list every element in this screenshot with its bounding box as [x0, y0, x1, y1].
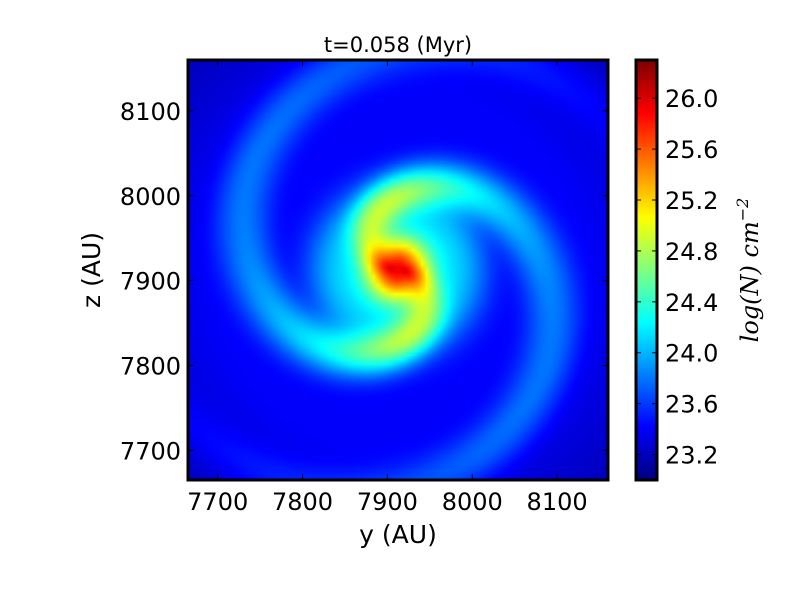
colorbar-tick-label: 25.6 — [665, 136, 718, 164]
y-tick-label: 7800 — [120, 352, 181, 380]
x-tick-label: 7900 — [357, 488, 418, 516]
x-tick-label: 8000 — [442, 488, 503, 516]
colorbar-label-text: log(N) cm — [736, 221, 764, 342]
colorbar-tick-label: 23.2 — [665, 442, 718, 470]
y-tick-label: 8000 — [120, 183, 181, 211]
x-tick-label: 7800 — [272, 488, 333, 516]
colorbar-gradient — [636, 60, 657, 480]
heatmap-image — [188, 60, 608, 480]
y-axis-label: z (AU) — [77, 232, 106, 308]
colorbar-tick-label: 24.8 — [665, 238, 718, 266]
x-tick-label: 7700 — [187, 488, 248, 516]
x-tick-label: 8100 — [527, 488, 588, 516]
colorbar-tick-label: 24.4 — [665, 289, 718, 317]
y-axis: 7700 7800 7900 8000 8100 — [120, 98, 608, 465]
colorbar-tick-label: 25.2 — [665, 187, 718, 215]
plot-frame — [186, 58, 610, 482]
colorbar: 23.2 23.6 24.0 24.4 24.8 25.2 25.6 26.0 log(N) … — [634, 58, 764, 482]
colorbar-label: log(N) cm−2 — [733, 198, 764, 343]
heatmap-area — [188, 60, 608, 480]
colorbar-frame — [634, 58, 659, 482]
y-tick-label: 7700 — [120, 437, 181, 465]
colorbar-tick-label: 23.6 — [665, 391, 718, 419]
colorbar-tick-label: 24.0 — [665, 340, 718, 368]
x-axis-label: y (AU) — [359, 520, 437, 549]
x-axis: 7700 7800 7900 8000 8100 — [187, 60, 588, 516]
colorbar-tick-label: 26.0 — [665, 85, 718, 113]
chart-title: t=0.058 (Myr) — [324, 33, 472, 57]
colorbar-label-exponent: −2 — [733, 198, 752, 222]
y-tick-label: 8100 — [120, 98, 181, 126]
y-tick-label: 7900 — [120, 268, 181, 296]
colorbar-ticks: 23.2 23.6 24.0 24.4 24.8 25.2 25.6 26.0 — [636, 85, 718, 470]
